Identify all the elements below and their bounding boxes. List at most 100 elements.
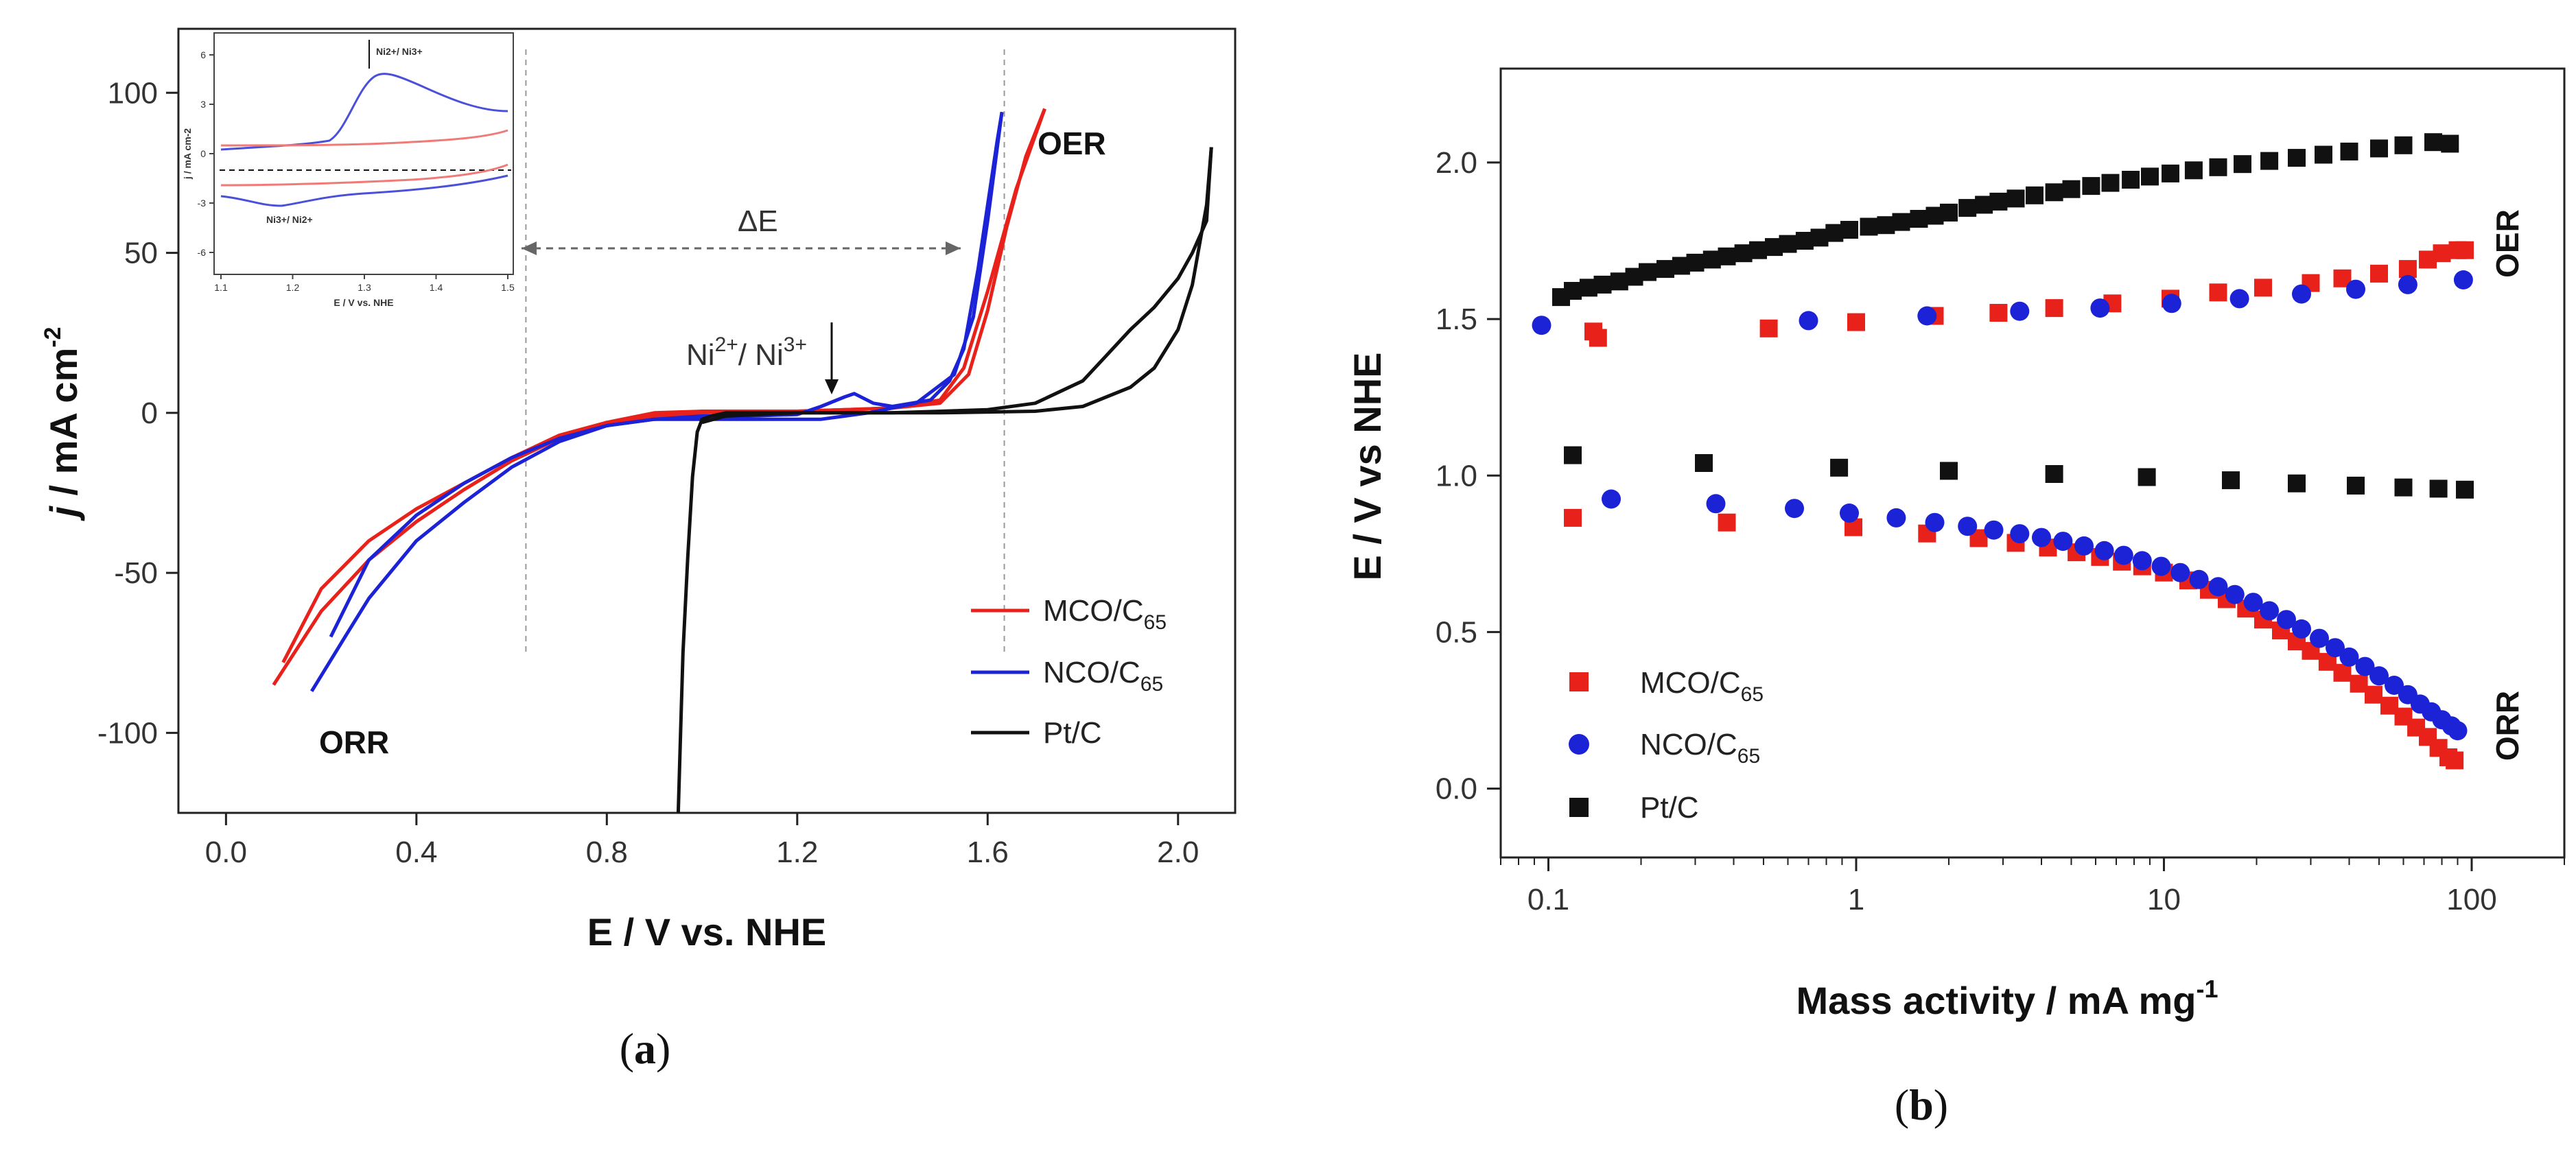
b-point-4-4 xyxy=(2090,298,2110,318)
b-point-0-48 xyxy=(2441,134,2459,153)
b-point-0-43 xyxy=(2315,145,2332,164)
a-series-group xyxy=(272,108,1213,814)
b-point-5-18 xyxy=(2208,577,2228,597)
b-point-2-6 xyxy=(2045,299,2063,318)
b-point-1-6 xyxy=(2222,471,2240,490)
b-point-3-0 xyxy=(1564,508,1582,527)
b-x-axis-label: Mass activity / mA mg-1 xyxy=(1796,975,2218,1022)
legend-b-nco-sub: 65 xyxy=(1737,745,1760,768)
a-ni-text1: Ni xyxy=(686,338,715,372)
b-y-tick-label-1: 0.5 xyxy=(1436,615,1477,649)
plot-b-frame xyxy=(1499,67,2566,859)
b-point-3-1 xyxy=(1718,513,1736,532)
b-point-5-13 xyxy=(2114,545,2133,565)
b-point-0-46 xyxy=(2394,136,2413,154)
a-inset-nco-return xyxy=(220,174,508,207)
a-inset-x-tick-label-3: 1.4 xyxy=(430,282,443,293)
b-point-5-3 xyxy=(1840,504,1859,523)
chart-a: 0.0 0.4 0.8 1.2 1.6 2.0 -100 -50 0 50 100 E / V v… xyxy=(40,27,1237,1073)
a-ni-text2: / Ni xyxy=(738,338,784,372)
b-point-2-3 xyxy=(1847,313,1865,331)
b-point-0-33 xyxy=(2082,177,2100,196)
a-inset-y-tick-label-1: -3 xyxy=(198,198,207,209)
b-point-0-36 xyxy=(2141,167,2159,186)
b-point-1-2 xyxy=(1830,458,1849,477)
b-point-0-21 xyxy=(1877,216,1895,235)
legend-a-pt-label: Pt/C xyxy=(1043,716,1102,750)
b-point-0-23 xyxy=(1910,210,1928,228)
b-point-0-38 xyxy=(2184,161,2203,180)
legend-b-nco-name: NCO/C xyxy=(1640,728,1737,761)
b-oer-label: OER xyxy=(2490,209,2525,278)
b-point-5-20 xyxy=(2243,593,2263,613)
b-point-1-7 xyxy=(2288,474,2306,493)
b-point-4-5 xyxy=(2162,294,2181,313)
a-y-ticks: -100 -50 0 50 100 xyxy=(97,76,178,750)
b-point-0-3 xyxy=(1593,275,1612,294)
b-point-5-12 xyxy=(2094,541,2114,560)
b-legend: MCO/C65 NCO/C65 Pt/C xyxy=(1569,666,1764,825)
b-point-5-22 xyxy=(2277,610,2296,630)
b-point-0-10 xyxy=(1702,250,1721,269)
b-point-5-35 xyxy=(2448,721,2468,741)
b-point-5-11 xyxy=(2074,536,2094,556)
b-point-0-47 xyxy=(2424,133,2442,152)
b-point-0-35 xyxy=(2122,171,2140,189)
panel-a-letter: a xyxy=(634,1024,656,1073)
b-point-0-44 xyxy=(2340,142,2358,161)
a-inset-x-label: E / V vs. NHE xyxy=(333,297,393,308)
b-point-0-6 xyxy=(1639,263,1656,281)
b-x-tick-label-3: 100 xyxy=(2446,883,2496,916)
a-y-tick-label-2: 0 xyxy=(141,396,158,430)
legend-b-nco-marker xyxy=(1569,734,1589,755)
a-inset-x-tick-label-2: 1.3 xyxy=(358,282,371,293)
a-inset-y-tick-label-4: 6 xyxy=(200,49,206,60)
b-x-label-text: Mass activity / mA mg xyxy=(1796,979,2196,1022)
b-point-4-10 xyxy=(2453,270,2473,289)
legend-a-mco-name: MCO/C xyxy=(1043,594,1144,628)
a-x-tick-label-2: 0.8 xyxy=(586,836,628,869)
b-point-5-5 xyxy=(1925,512,1945,532)
a-x-ticks: 0.0 0.4 0.8 1.2 1.6 2.0 xyxy=(205,813,1199,869)
a-delta-arrow-right-head xyxy=(946,241,961,255)
b-point-1-3 xyxy=(1940,462,1958,480)
b-y-tick-label-0: 0.0 xyxy=(1436,772,1477,806)
b-point-5-29 xyxy=(2385,676,2404,695)
a-series-line-3 xyxy=(329,111,1004,638)
b-point-5-8 xyxy=(2010,524,2030,544)
legend-b-nco-label: NCO/C65 xyxy=(1640,728,1760,768)
a-inset-mco-return xyxy=(220,163,508,187)
a-inset: Ni2+/ Ni3+ Ni3+/ Ni2+ 1.1 1.2 1.3 1.4 1.5 -6… xyxy=(182,32,515,308)
b-point-0-4 xyxy=(1610,272,1628,291)
legend-b-mco-sub: 65 xyxy=(1741,683,1764,706)
b-y-tick-label-4: 2.0 xyxy=(1436,146,1477,180)
b-point-5-19 xyxy=(2225,584,2245,604)
a-inset-y-label: j / mA cm-2 xyxy=(182,128,193,180)
a-ni-sup2: 3+ xyxy=(784,333,807,356)
a-y-tick-label-3: 50 xyxy=(124,237,158,270)
a-x-tick-label-4: 1.6 xyxy=(967,836,1009,869)
b-point-1-11 xyxy=(2456,480,2474,499)
b-point-5-16 xyxy=(2170,562,2190,582)
b-point-4-9 xyxy=(2398,274,2417,294)
panel-label-b: (b) xyxy=(1895,1080,1948,1129)
a-inset-y-tick-label-0: -6 xyxy=(198,247,207,258)
b-point-1-0 xyxy=(1564,446,1582,464)
b-point-0-30 xyxy=(2026,186,2044,204)
legend-b-mco-name: MCO/C xyxy=(1640,666,1741,700)
b-point-5-0 xyxy=(1602,489,1621,509)
b-point-3-21 xyxy=(2333,663,2352,682)
chart-b: 0.1 1 10 100 0.0 0.5 1.0 1.5 2.0 Mass activity … xyxy=(1346,67,2566,1129)
b-point-5-1 xyxy=(1706,494,1726,514)
legend-a-mco-sub: 65 xyxy=(1144,611,1167,634)
b-point-5-14 xyxy=(2132,551,2152,571)
legend-a-nco-sub: 65 xyxy=(1140,673,1163,696)
b-point-0-31 xyxy=(2045,183,2063,202)
a-inset-x-tick-label-1: 1.2 xyxy=(286,282,300,293)
a-x-tick-label-5: 2.0 xyxy=(1157,836,1199,869)
a-y-tick-label-4: 100 xyxy=(108,76,158,110)
b-point-1-8 xyxy=(2347,476,2365,495)
a-ni-arrow-head xyxy=(825,379,839,394)
a-y-tick-label-1: -50 xyxy=(114,556,158,590)
